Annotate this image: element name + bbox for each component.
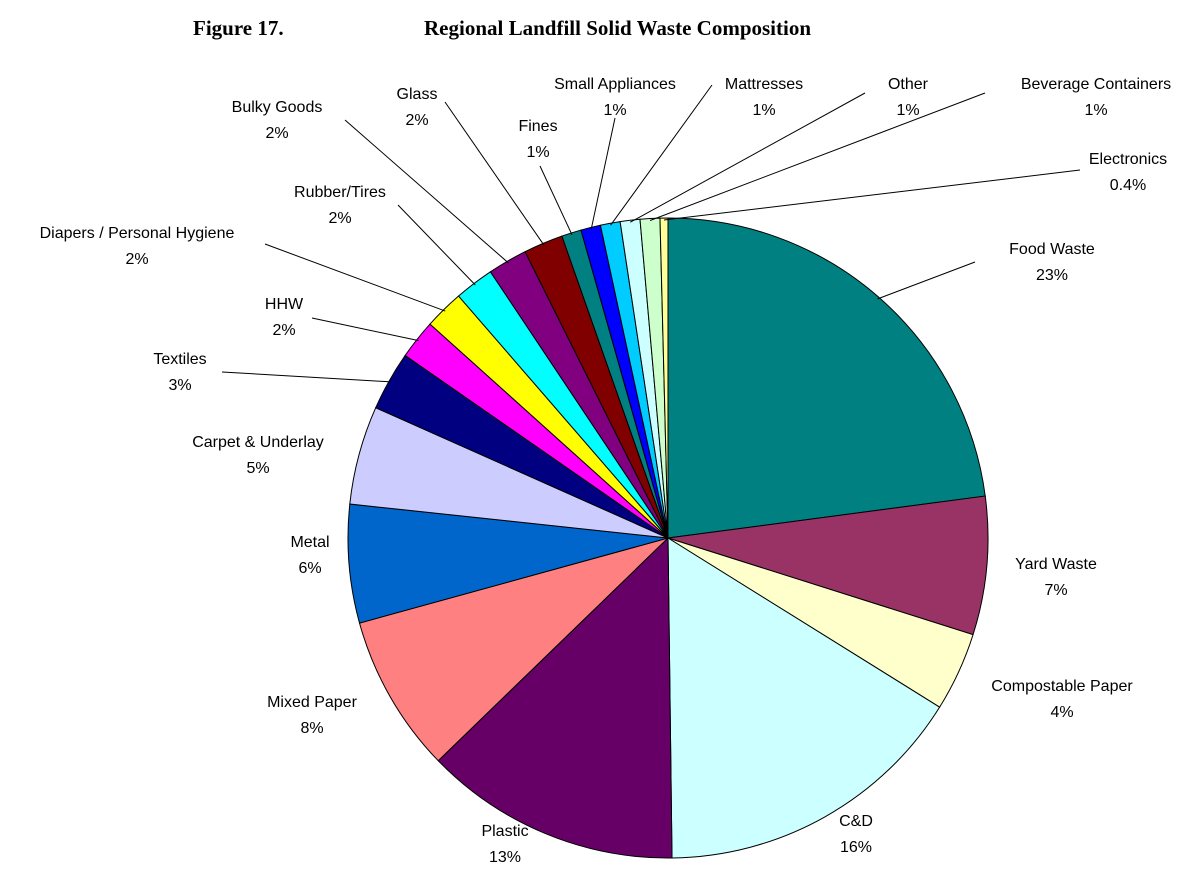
value-label: 1%	[752, 102, 775, 119]
slice-label: Other	[888, 76, 929, 93]
value-label: 5%	[246, 460, 269, 477]
value-label: 2%	[405, 112, 428, 129]
labels: Food Waste 23% Yard Waste 7% Compostable Pap…	[40, 76, 1172, 866]
slice-label: Mattresses	[725, 76, 803, 93]
leader-line	[264, 243, 446, 312]
leader-line	[397, 204, 476, 286]
slice-label: Carpet & Underlay	[192, 434, 324, 451]
slice-label: Rubber/Tires	[294, 184, 386, 201]
figure-label: Figure 17.	[193, 16, 284, 40]
slice-label: C&D	[839, 813, 873, 830]
leader-line	[663, 169, 1081, 221]
pie	[347, 217, 989, 859]
value-label: 2%	[328, 210, 351, 227]
value-label: 0.4%	[1110, 177, 1146, 194]
leader-line	[311, 317, 419, 342]
value-label: 1%	[896, 102, 919, 119]
value-label: 8%	[300, 720, 323, 737]
value-label: 13%	[489, 849, 521, 866]
leader-line	[444, 101, 545, 246]
slice-label: Compostable Paper	[991, 678, 1133, 695]
value-label: 2%	[265, 125, 288, 142]
pie-slice	[667, 537, 941, 859]
leader-line	[539, 165, 573, 236]
pie-slice	[667, 495, 989, 636]
value-label: 4%	[1050, 704, 1073, 721]
value-label: 23%	[1036, 267, 1068, 284]
slice-label: Electronics	[1089, 151, 1167, 168]
leader-line	[344, 119, 509, 264]
leader-line	[877, 261, 976, 300]
pie-slice	[358, 537, 669, 762]
leader-line	[630, 92, 866, 223]
slice-label: Fines	[518, 118, 557, 135]
value-label: 2%	[125, 251, 148, 268]
value-label: 1%	[1084, 102, 1107, 119]
slice-label: HHW	[265, 296, 304, 313]
pie-slice	[347, 503, 669, 624]
leader-line	[610, 84, 713, 226]
slice-label: Mixed Paper	[267, 694, 357, 711]
value-label: 3%	[168, 377, 191, 394]
slice-label: Food Waste	[1009, 241, 1095, 258]
value-label: 7%	[1044, 582, 1067, 599]
slice-label: Beverage Containers	[1021, 76, 1171, 93]
value-label: 1%	[526, 144, 549, 161]
slice-label: Textiles	[153, 351, 206, 368]
slice-label: Diapers / Personal Hygiene	[40, 225, 235, 242]
slice-label: Metal	[290, 534, 329, 551]
value-label: 1%	[603, 102, 626, 119]
slice-label: Plastic	[481, 823, 528, 840]
pie-slice	[437, 536, 673, 859]
chart-title: Regional Landfill Solid Waste Compositio…	[424, 16, 811, 40]
value-label: 6%	[298, 560, 321, 577]
leader-line	[649, 92, 986, 221]
slice-label: Glass	[397, 86, 438, 103]
value-label: 2%	[272, 322, 295, 339]
value-label: 16%	[840, 839, 872, 856]
slice-label: Small Appliances	[554, 76, 676, 93]
leader-line	[221, 371, 391, 383]
pie-slice	[659, 217, 669, 539]
pie-slice	[667, 217, 986, 539]
leader-line	[590, 117, 616, 230]
slice-label: Yard Waste	[1015, 556, 1097, 573]
slice-label: Bulky Goods	[232, 99, 323, 116]
